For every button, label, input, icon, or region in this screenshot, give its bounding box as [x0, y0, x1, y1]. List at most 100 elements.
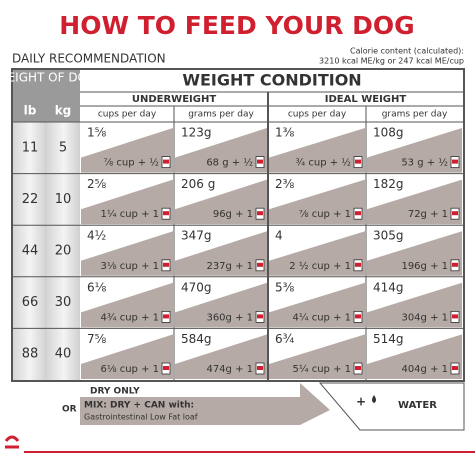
mix: MIX: DRY + CAN with:: [84, 401, 194, 411]
group-header: UNDERWEIGHT: [132, 94, 216, 105]
can-label: [355, 314, 361, 319]
can-label: [452, 159, 458, 164]
dry-amount: 182g: [373, 177, 404, 191]
group-header: IDEAL WEIGHT: [325, 94, 407, 105]
mix-amount: 237g + 1: [206, 261, 253, 272]
mix-amount: 304g + 1: [401, 312, 448, 323]
mix-amount: 474g + 1: [206, 364, 253, 375]
mix-shade: [175, 282, 267, 328]
can-label: [355, 211, 361, 216]
mix-shade: [269, 128, 365, 173]
lb-column: [13, 122, 47, 380]
lb: 66: [22, 295, 39, 310]
can-label: [257, 159, 263, 164]
mix-shade: [367, 282, 462, 328]
calorie-label: Calorie content (calculated):: [350, 47, 464, 56]
kg: 40: [55, 347, 72, 362]
dry-amount: 347g: [181, 229, 212, 243]
mix-amount: ⅞ cup + 1: [299, 209, 351, 220]
dry-amount: 4½: [87, 229, 106, 243]
can-label: [452, 262, 458, 267]
dry-amount: 123g: [181, 126, 212, 140]
subtitle: DAILY RECOMMENDATION: [12, 52, 166, 66]
column-header: cups per day: [288, 110, 347, 120]
mix-shade: [175, 128, 267, 173]
dry-amount: 2⅜: [275, 177, 295, 191]
kg: 30: [55, 295, 72, 310]
dry-amount: 584g: [181, 332, 212, 346]
mix-shade: [81, 179, 173, 225]
can-label: [163, 366, 169, 370]
lb-header: lb: [24, 104, 37, 118]
product: Gastrointestinal Low Fat loaf: [84, 413, 198, 422]
column-header: grams per day: [188, 110, 254, 120]
mix-shade: [367, 179, 462, 225]
can-label: [355, 159, 361, 164]
mix-amount: ⅞ cup + ½: [104, 157, 160, 169]
dry-amount: 206 g: [181, 177, 215, 191]
can-label: [163, 314, 169, 319]
dry-amount: 514g: [373, 332, 404, 346]
can-label: [257, 262, 263, 267]
can-label: [452, 366, 458, 370]
water-drop: [372, 395, 376, 403]
mix-amount: 53 g + ½: [401, 157, 448, 169]
lb: 11: [22, 140, 39, 155]
title: HOW TO FEED YOUR DOG: [59, 11, 414, 40]
dry-amount: 6⅛: [87, 280, 107, 294]
mix-shade: [81, 334, 173, 379]
mix-shade: [367, 334, 462, 379]
dry-only: DRY ONLY: [90, 387, 140, 397]
mix-amount: 68 g + ½: [206, 157, 253, 169]
dry-amount: 1⅜: [275, 126, 295, 140]
dry-band: [80, 383, 300, 397]
mix-amount: ¾ cup + ½: [296, 157, 352, 169]
can-label: [163, 159, 169, 164]
mix-shade: [367, 231, 462, 276]
mix-amount: 72g + 1: [408, 209, 448, 220]
mix-shade: [269, 179, 365, 225]
can-label: [355, 262, 361, 267]
dry-amount: 5⅜: [275, 280, 295, 294]
kg-column: [47, 122, 80, 380]
mix-shade: [81, 128, 173, 173]
mix-shade: [175, 179, 267, 225]
column-header: cups per day: [98, 110, 157, 120]
can-label: [452, 314, 458, 319]
kg: 5: [59, 140, 67, 155]
mix-amount: 4¼ cup + 1: [292, 311, 351, 323]
can-label: [163, 211, 169, 216]
mix-amount: 96g + 1: [213, 209, 253, 220]
or: OR: [62, 405, 77, 415]
can-label: [257, 366, 263, 370]
dry-amount: 108g: [373, 126, 404, 140]
mix-amount: 196g + 1: [401, 261, 448, 272]
lb: 88: [22, 347, 39, 362]
mix-shade: [81, 282, 173, 328]
mix-amount: 1¼ cup + 1: [100, 208, 159, 220]
can-label: [257, 211, 263, 216]
column-header: grams per day: [382, 110, 448, 120]
dry-amount: 1⅝: [87, 126, 107, 140]
dry-amount: 305g: [373, 229, 404, 243]
mix-amount: 4¾ cup + 1: [100, 312, 159, 323]
can-label: [163, 262, 169, 267]
calorie-value: 3210 kcal ME/kg or 247 kcal ME/cup: [319, 57, 464, 66]
kg: 10: [55, 192, 72, 207]
weight-condition: WEIGHT CONDITION: [182, 71, 361, 90]
mix-amount: 360g + 1: [206, 312, 253, 323]
lb: 22: [22, 192, 39, 207]
dry-amount: 7⅝: [87, 332, 107, 346]
logo: [4, 435, 20, 449]
lb: 44: [22, 244, 39, 259]
mix-amount: 5¼ cup + 1: [292, 363, 351, 375]
mix-amount: 6⅛ cup + 1: [100, 364, 159, 375]
mix-shade: [367, 128, 462, 173]
dry-amount: 2⅝: [87, 177, 107, 191]
mix-shade: [269, 334, 365, 379]
mix-amount: 404g + 1: [401, 364, 448, 375]
kg-header: kg: [55, 104, 72, 118]
can-label: [452, 211, 458, 216]
